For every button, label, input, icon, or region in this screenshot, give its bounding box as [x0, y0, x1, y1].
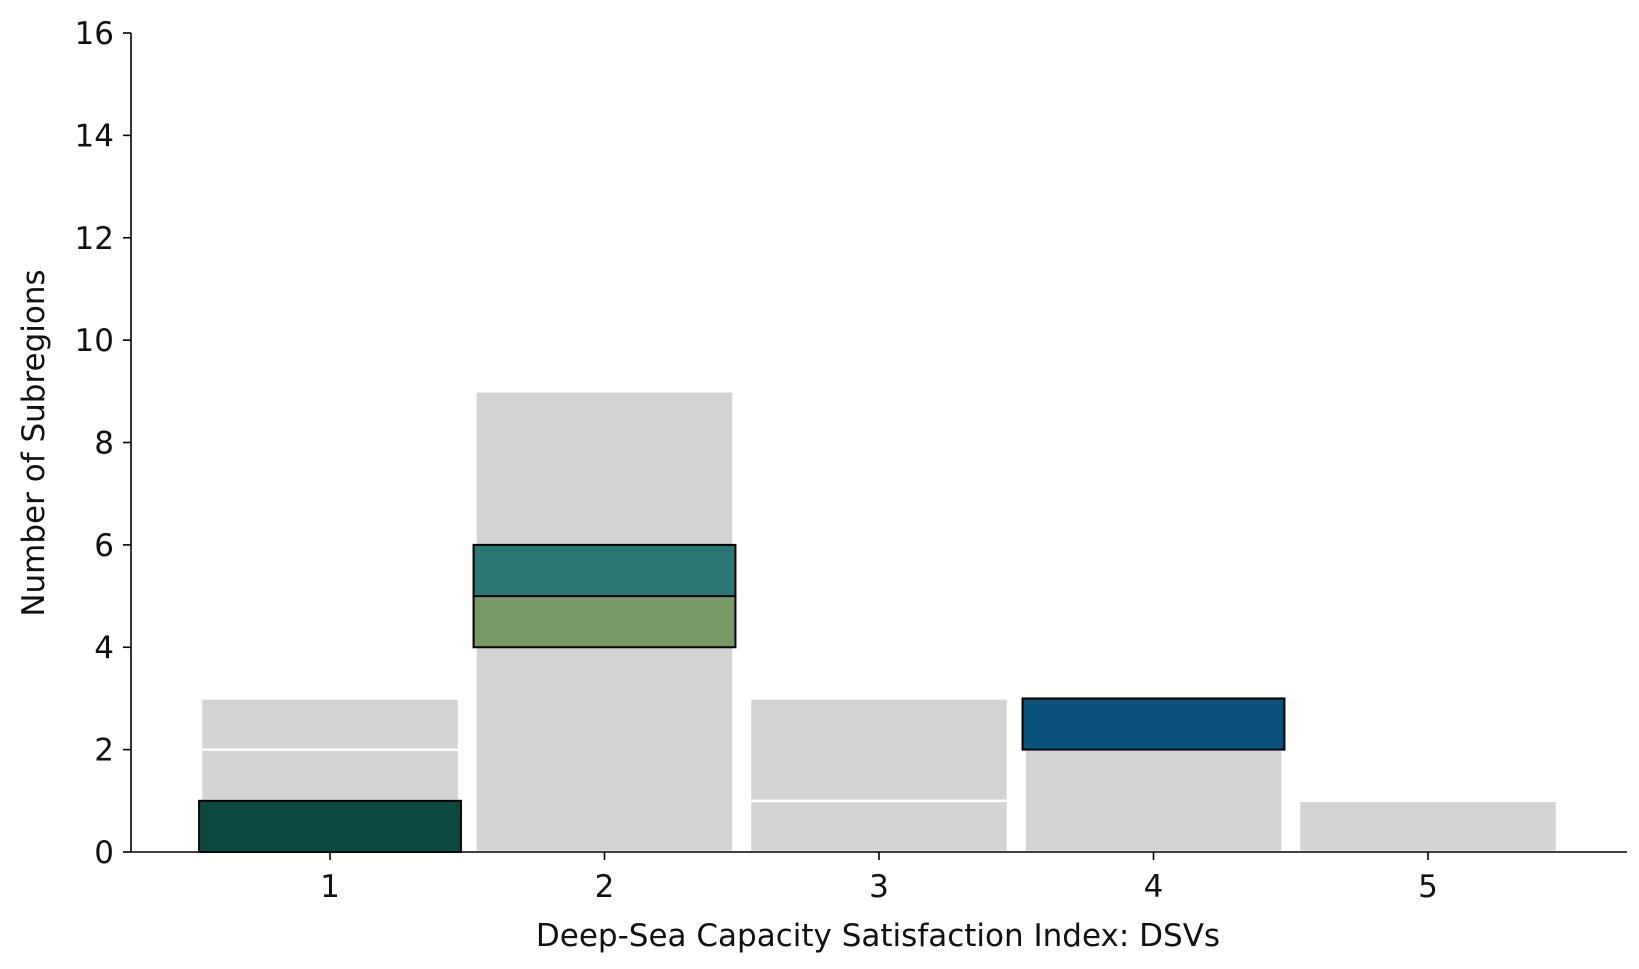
y-tick-label: 14 [75, 118, 114, 154]
y-axis-label: Number of Subregions [16, 269, 52, 616]
x-tick-label: 3 [869, 869, 889, 905]
x-axis-label: Deep-Sea Capacity Satisfaction Index: DS… [536, 918, 1220, 954]
background-bar-segment [748, 697, 1010, 803]
y-tick-label: 0 [94, 835, 114, 871]
y-tick-label: 12 [75, 221, 114, 257]
x-ticks: 1 2 3 4 5 [320, 852, 1438, 905]
background-bar-segment [1297, 799, 1559, 854]
background-bar-segment [748, 799, 1010, 854]
background-bar-segment [199, 748, 461, 803]
x-tick-label: 5 [1418, 869, 1438, 905]
highlighted-bar-segment [472, 543, 737, 598]
y-tick-label: 10 [75, 323, 114, 359]
background-bar-segment [1023, 748, 1284, 854]
y-tick-label: 6 [94, 528, 114, 564]
y-tick-label: 4 [94, 630, 114, 666]
background-bar-segment [199, 697, 461, 751]
x-tick-label: 2 [595, 869, 615, 905]
y-tick-label: 2 [94, 733, 114, 769]
highlighted-bar-segment [198, 799, 462, 853]
y-tick-label: 16 [75, 16, 114, 52]
y-tick-label: 8 [94, 426, 114, 462]
x-tick-label: 1 [320, 869, 340, 905]
background-bars [199, 390, 1559, 854]
x-tick-label: 4 [1144, 869, 1164, 905]
highlighted-bar-segment [472, 595, 737, 649]
y-ticks: 0 2 4 6 8 10 12 14 16 [75, 16, 131, 871]
highlighted-bar-segment [1021, 697, 1286, 751]
highlighted-bars [198, 543, 1286, 853]
